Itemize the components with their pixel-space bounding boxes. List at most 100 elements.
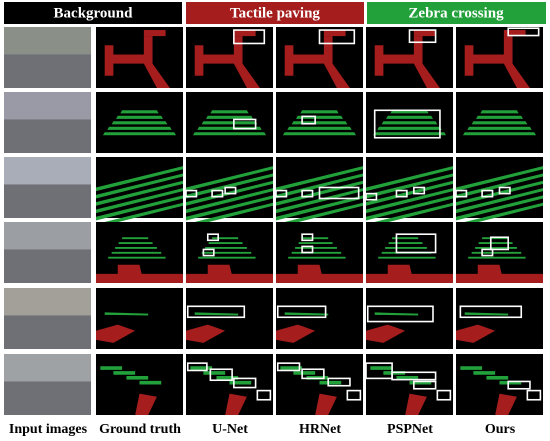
tactile-region [284,36,350,88]
zebra-region [298,242,333,244]
zebra-region [194,312,239,316]
highlight-box [395,233,437,254]
highlight-box [301,233,314,242]
highlight-box [507,380,531,390]
highlight-box [301,115,316,125]
highlight-box [459,305,523,319]
zebra-region [460,366,483,370]
zebra-region [139,380,162,385]
column-label: Ground truth [99,422,181,437]
zebra-region [456,173,543,199]
zebra-region [473,371,496,375]
highlight-box [301,189,314,198]
zebra-region [300,110,339,114]
photo-ground [4,119,91,153]
zebra-region [203,371,226,375]
zebra-region [186,166,273,192]
zebra-region [456,202,543,228]
highlight-box [507,27,540,37]
zebra-region [480,110,519,114]
zebra-region [107,126,172,130]
zebra-region [476,115,523,119]
tactile-region [366,324,406,343]
zebra-region [111,121,168,125]
tactile-region [405,393,427,415]
tactile-region [225,393,247,415]
legend-label: Background [54,5,134,21]
zebra-region [291,251,342,254]
highlight-box [202,248,215,257]
zebra-region [385,247,427,249]
zebra-region [186,195,273,221]
highlight-box [276,305,327,319]
zebra-region [120,110,159,114]
highlight-box [395,189,408,198]
zebra-region [381,121,438,125]
column-label: U-Net [212,422,248,437]
zebra-region [201,251,252,254]
zebra-region [100,366,123,370]
zebra-region [190,366,213,370]
tactile-region [495,393,517,415]
highlight-box [186,305,246,319]
zebra-region [276,166,363,192]
tactile-region [464,36,530,88]
highlight-box [455,189,468,198]
highlight-box [224,186,237,195]
highlight-box [481,189,494,198]
highlight-box [233,377,257,389]
zebra-region [366,202,453,228]
highlight-box [526,389,542,401]
zebra-region [186,188,273,214]
zebra-region [462,132,537,136]
zebra-region [115,247,157,249]
tactile-region [135,393,157,415]
zebra-region [388,242,423,244]
zebra-region [96,202,183,228]
tactile-region [315,393,337,415]
highlight-box [185,189,198,198]
highlight-box [498,186,511,195]
legend-swatch [4,2,182,24]
zebra-region [201,121,258,125]
highlight-box [373,109,441,139]
zebra-region [366,180,453,206]
highlight-box [481,248,494,257]
zebra-region [96,180,183,206]
zebra-region [486,375,509,380]
highlight-box [318,186,360,200]
zebra-region [212,237,239,240]
zebra-region [192,132,267,136]
highlight-box [436,389,452,401]
zebra-region [366,166,453,192]
highlight-box [413,186,426,195]
zebra-region [102,132,177,136]
zebra-region [293,371,316,375]
zebra-region [208,242,243,244]
zebra-region [287,126,352,130]
zebra-region [467,126,532,130]
legend-swatch [186,2,364,24]
zebra-region [456,195,543,221]
zebra-region [104,312,149,316]
highlight-box [346,389,362,401]
zebra-region [468,256,526,259]
zebra-region [116,115,163,119]
panel-grid [4,27,543,415]
highlight-box [413,380,437,390]
zebra-region [229,380,252,385]
zebra-region [96,173,183,199]
zebra-region [282,132,357,136]
zebra-region [122,237,149,240]
tactile-region [456,324,496,343]
photo-ground [4,249,91,283]
zebra-region [113,371,136,375]
zebra-region [456,188,543,214]
highlight-box [211,189,224,198]
zebra-region [276,188,363,214]
zebra-region [366,188,453,214]
zebra-region [186,202,273,228]
highlight-box [186,362,208,372]
highlight-box [366,305,434,323]
